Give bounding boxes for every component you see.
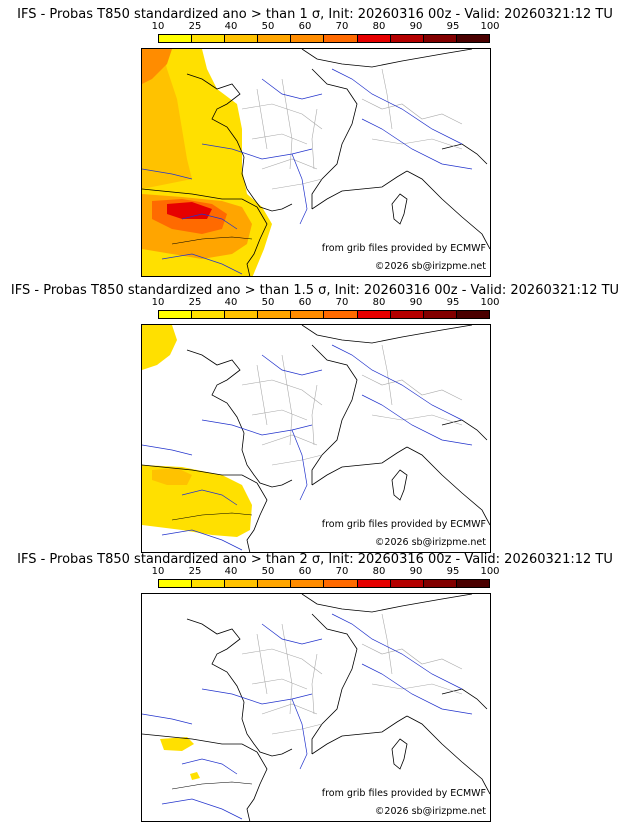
colorbar-label: 80 — [372, 566, 386, 577]
colorbar-segment-50 — [258, 311, 292, 318]
colorbar-segment-50 — [258, 580, 292, 587]
colorbar-label: 100 — [480, 566, 500, 577]
colorbar-label: 25 — [188, 297, 202, 308]
probability-map: from grib files provided by ECMWF ©2026 … — [141, 324, 491, 553]
colorbar-segment-10 — [159, 35, 193, 42]
colorbar — [158, 34, 490, 43]
colorbar-segment-50 — [258, 35, 292, 42]
colorbar-label: 95 — [446, 21, 460, 32]
credit-copyright: ©2026 sb@irizpme.net — [374, 806, 486, 817]
panel-title: IFS - Probas T850 standardized ano > tha… — [17, 7, 613, 22]
colorbar-label: 70 — [335, 21, 349, 32]
colorbar-segment-60 — [291, 311, 325, 318]
colorbar-label: 50 — [261, 21, 275, 32]
colorbar-label: 70 — [335, 566, 349, 577]
colorbar-label: 40 — [224, 21, 238, 32]
credit-copyright: ©2026 sb@irizpme.net — [374, 261, 486, 272]
colorbar-label: 80 — [372, 21, 386, 32]
colorbar-label: 60 — [298, 566, 312, 577]
colorbar-segment-40 — [225, 311, 259, 318]
colorbar-label: 95 — [446, 297, 460, 308]
colorbar-label: 90 — [409, 21, 423, 32]
colorbar-segment-80 — [357, 35, 391, 42]
colorbar — [158, 579, 490, 588]
colorbar-label: 40 — [224, 297, 238, 308]
colorbar-segment-40 — [225, 35, 259, 42]
colorbar-label: 10 — [151, 566, 165, 577]
probability-map: from grib files provided by ECMWF ©2026 … — [141, 593, 491, 822]
colorbar-label: 40 — [224, 566, 238, 577]
colorbar-label: 100 — [480, 21, 500, 32]
colorbar-segment-40 — [225, 580, 259, 587]
colorbar-segment-70 — [324, 35, 358, 42]
colorbar-segment-25 — [192, 35, 226, 42]
colorbar-label: 95 — [446, 566, 460, 577]
colorbar-label: 10 — [151, 297, 165, 308]
colorbar-label: 50 — [261, 297, 275, 308]
colorbar-segment-70 — [324, 580, 358, 587]
colorbar-segment-10 — [159, 311, 193, 318]
colorbar-label: 60 — [298, 21, 312, 32]
colorbar-segment-100 — [456, 311, 489, 318]
colorbar-segment-80 — [357, 311, 391, 318]
colorbar-segment-80 — [357, 580, 391, 587]
colorbar-segment-90 — [390, 311, 424, 318]
colorbar-segment-70 — [324, 311, 358, 318]
colorbar-label: 25 — [188, 566, 202, 577]
credit-source: from grib files provided by ECMWF — [321, 788, 486, 799]
map-panel-1: IFS - Probas T850 standardized ano > tha… — [0, 0, 630, 277]
colorbar-label: 10 — [151, 21, 165, 32]
map-panel-3: IFS - Probas T850 standardized ano > tha… — [0, 545, 630, 822]
colorbar-label: 60 — [298, 297, 312, 308]
colorbar-segment-90 — [390, 35, 424, 42]
colorbar-label: 90 — [409, 297, 423, 308]
colorbar-segment-25 — [192, 580, 226, 587]
map-panel-2: IFS - Probas T850 standardized ano > tha… — [0, 276, 630, 553]
colorbar-label: 80 — [372, 297, 386, 308]
colorbar-segment-90 — [390, 580, 424, 587]
probability-map: from grib files provided by ECMWF ©2026 … — [141, 48, 491, 277]
colorbar-segment-10 — [159, 580, 193, 587]
colorbar-segment-95 — [423, 35, 457, 42]
colorbar-label: 90 — [409, 566, 423, 577]
colorbar-segment-60 — [291, 35, 325, 42]
credit-source: from grib files provided by ECMWF — [321, 243, 486, 254]
colorbar-segment-100 — [456, 35, 489, 42]
colorbar-segment-60 — [291, 580, 325, 587]
colorbar-label: 50 — [261, 566, 275, 577]
colorbar-segment-95 — [423, 580, 457, 587]
panel-title: IFS - Probas T850 standardized ano > tha… — [17, 552, 613, 567]
colorbar — [158, 310, 490, 319]
colorbar-label: 25 — [188, 21, 202, 32]
credit-copyright: ©2026 sb@irizpme.net — [374, 537, 486, 548]
colorbar-segment-25 — [192, 311, 226, 318]
credit-source: from grib files provided by ECMWF — [321, 519, 486, 530]
colorbar-segment-100 — [456, 580, 489, 587]
colorbar-segment-95 — [423, 311, 457, 318]
colorbar-label: 100 — [480, 297, 500, 308]
colorbar-label: 70 — [335, 297, 349, 308]
panel-title: IFS - Probas T850 standardized ano > tha… — [10, 283, 620, 298]
